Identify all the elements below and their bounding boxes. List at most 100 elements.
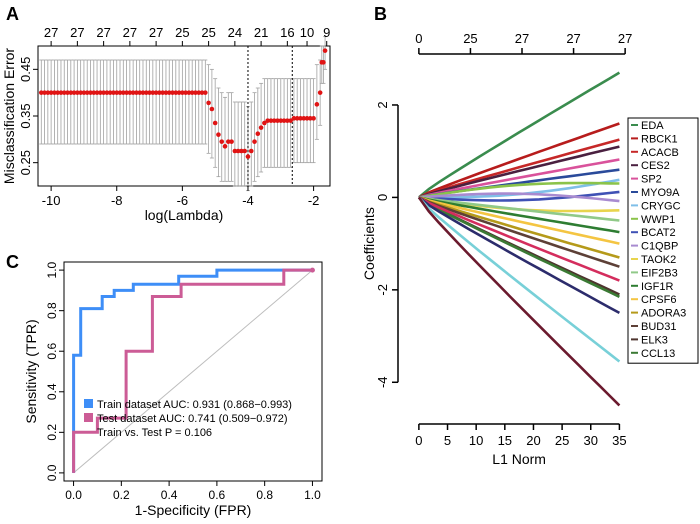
x-tick-label: -8: [111, 193, 123, 208]
top-axis-label: 27: [123, 25, 137, 40]
roc-curve: [72, 268, 313, 473]
cv-error-point: [153, 90, 159, 95]
top-axis-label: 27: [515, 31, 529, 46]
legend-swatch: [84, 399, 93, 408]
cv-error-point: [170, 90, 175, 95]
x-tick-label: -10: [42, 193, 61, 208]
cv-error-point: [91, 90, 97, 95]
coefficient-path: [418, 192, 620, 203]
plot-frame: [37, 45, 331, 187]
coefficient-path: [418, 190, 620, 202]
cv-error-point: [104, 90, 110, 95]
panel-label-a: A: [6, 4, 19, 24]
x-tick-label: 0.8: [256, 488, 273, 502]
cv-error-point: [203, 90, 208, 95]
top-axis-label: 9: [323, 25, 330, 40]
y-tick-label: 0.2: [45, 424, 59, 441]
cv-error-point: [322, 48, 328, 53]
y-tick-label: 0.0: [45, 464, 59, 481]
cv-error-point: [242, 148, 247, 154]
x-tick-label: 30: [584, 433, 598, 448]
cv-error-point: [232, 148, 238, 154]
cv-error-point: [304, 116, 310, 121]
cv-error-point: [84, 90, 90, 95]
legend-label: RBCK1: [641, 133, 678, 145]
cv-error-point: [262, 120, 267, 126]
x-tick-label: 0.4: [161, 488, 178, 502]
cv-error-point: [166, 90, 172, 95]
y-tick-label: 0: [375, 194, 390, 201]
cv-error-point: [239, 148, 244, 154]
cv-error-point: [88, 90, 93, 95]
cv-error-point: [147, 90, 152, 95]
cv-error-point: [94, 90, 100, 95]
cv-error-point: [222, 144, 228, 149]
cv-error-point: [101, 90, 106, 95]
top-axis-label: 24: [228, 25, 242, 40]
cv-error-point: [114, 90, 120, 95]
cv-error-point: [98, 90, 103, 95]
cv-error-point: [111, 90, 116, 95]
top-axis-label: 27: [566, 31, 580, 46]
y-tick-label: -4: [375, 376, 390, 388]
cv-error-point: [134, 90, 139, 95]
panel-label-c: C: [6, 252, 19, 272]
plot-frame: [63, 261, 323, 482]
x-tick-label: 0.0: [65, 488, 82, 502]
cv-error-point: [38, 90, 44, 95]
cv-error-point: [225, 139, 231, 144]
coefficient-path: [418, 122, 620, 199]
y-tick-label: 2: [375, 101, 390, 108]
coefficient-path: [418, 196, 620, 234]
coefficient-path: [418, 196, 620, 245]
top-axis-label: 16: [280, 25, 294, 40]
legend-label: IGF1R: [641, 281, 673, 293]
x-axis-title: 1-Specificity (FPR): [135, 502, 252, 518]
legend-label: ADORA3: [641, 308, 686, 320]
cv-error-point: [121, 90, 126, 95]
cv-error-point: [271, 118, 277, 123]
x-tick-label: 25: [555, 433, 569, 448]
cv-error-point: [65, 90, 70, 95]
coefficient-path: [418, 71, 621, 199]
top-axis-label: 27: [70, 25, 84, 40]
legend-label: EDA: [641, 120, 664, 132]
cv-error-point: [308, 116, 313, 121]
cv-error-point: [216, 132, 221, 137]
cv-error-point: [186, 90, 192, 95]
cv-error-point: [163, 90, 169, 95]
cv-error-point: [301, 116, 307, 121]
y-tick-label: 1.0: [45, 261, 59, 278]
legend-label: MYO9A: [641, 187, 680, 199]
cv-error-point: [193, 90, 198, 95]
legend-box: [627, 117, 699, 364]
cv-error-point: [291, 116, 297, 121]
coefficient-path: [418, 196, 620, 298]
x-tick-label: 0: [415, 433, 422, 448]
legend-label: BUD31: [641, 321, 676, 333]
legend-label: CPSF6: [641, 294, 676, 306]
x-tick-label: -6: [177, 193, 189, 208]
panel-a-cv-error-plot: -10 -8 -6 -4 -2 log(Lambda) 0.25 0.35 0.45Miscla…: [1, 25, 331, 223]
legend-label: SP2: [641, 174, 662, 186]
top-axis-label: 27: [44, 25, 58, 40]
diagonal-reference: [73, 269, 313, 474]
roc-endpoint: [309, 267, 315, 273]
cv-error-point: [68, 90, 74, 95]
cv-error-point: [294, 116, 300, 121]
cv-error-point: [78, 90, 83, 95]
coefficient-path: [418, 181, 620, 199]
cv-error-point: [107, 90, 113, 95]
p-value-annotation: Train vs. Test P = 0.106: [97, 427, 212, 439]
cv-error-point: [206, 100, 211, 106]
top-axis-label: 27: [149, 25, 163, 40]
cv-error-point: [143, 90, 149, 95]
coefficient-path: [418, 196, 620, 268]
coefficient-path: [418, 196, 620, 222]
cv-error-point: [48, 90, 54, 95]
legend-label: EIF2B3: [641, 267, 678, 279]
y-tick-label: 0.4: [45, 383, 59, 400]
cv-error-point: [235, 148, 241, 154]
cv-error-point: [157, 90, 162, 95]
cv-error-point: [189, 90, 195, 95]
